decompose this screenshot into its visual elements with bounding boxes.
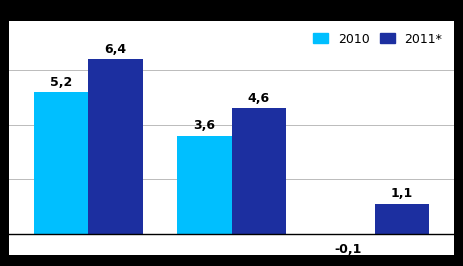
Text: 5,2: 5,2 xyxy=(50,76,72,89)
Bar xyxy=(375,204,429,234)
Text: 3,6: 3,6 xyxy=(193,119,215,132)
Bar xyxy=(177,136,232,234)
Text: -0,1: -0,1 xyxy=(334,243,361,256)
Bar xyxy=(88,59,143,234)
Text: 6,4: 6,4 xyxy=(104,43,126,56)
Legend: 2010, 2011*: 2010, 2011* xyxy=(308,27,448,51)
Bar xyxy=(232,108,286,234)
Text: 1,1: 1,1 xyxy=(391,187,413,200)
Text: 4,6: 4,6 xyxy=(248,92,270,105)
Bar xyxy=(34,92,88,234)
